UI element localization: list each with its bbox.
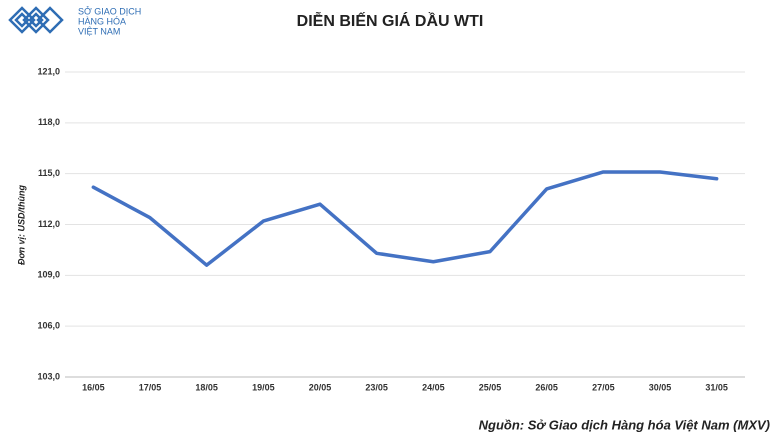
x-tick-label: 19/05 bbox=[252, 382, 275, 392]
y-tick-label: 109,0 bbox=[37, 270, 60, 280]
logo-text: VIỆT NAM bbox=[78, 26, 120, 36]
x-tick-label: 16/05 bbox=[82, 382, 105, 392]
y-tick-label: 121,0 bbox=[37, 66, 60, 76]
logo-text: HÀNG HÓA bbox=[78, 16, 126, 26]
y-axis-label: Đơn vị: USD/thùng bbox=[16, 184, 26, 265]
x-tick-label: 20/05 bbox=[309, 382, 332, 392]
x-tick-label: 23/05 bbox=[365, 382, 388, 392]
y-tick-label: 103,0 bbox=[37, 371, 60, 381]
x-tick-label: 26/05 bbox=[535, 382, 558, 392]
y-tick-label: 106,0 bbox=[37, 321, 60, 331]
x-tick-label: 31/05 bbox=[705, 382, 728, 392]
x-tick-label: 17/05 bbox=[139, 382, 162, 392]
logo-mark bbox=[8, 6, 64, 34]
x-tick-label: 25/05 bbox=[479, 382, 502, 392]
chart-title: DIỄN BIẾN GIÁ DẦU WTI bbox=[297, 11, 484, 30]
data-line bbox=[91, 170, 719, 267]
x-tick-label: 30/05 bbox=[649, 382, 672, 392]
x-tick-label: 18/05 bbox=[195, 382, 218, 392]
y-tick-label: 115,0 bbox=[38, 168, 60, 178]
y-tick-label: 112,0 bbox=[38, 219, 60, 229]
logo-text: SỞ GIAO DỊCH bbox=[78, 5, 141, 16]
y-tick-label: 118,0 bbox=[38, 117, 60, 127]
x-tick-label: 24/05 bbox=[422, 382, 445, 392]
source-note: Nguồn: Sở Giao dịch Hàng hóa Việt Nam (M… bbox=[479, 417, 770, 432]
x-tick-label: 27/05 bbox=[592, 382, 615, 392]
